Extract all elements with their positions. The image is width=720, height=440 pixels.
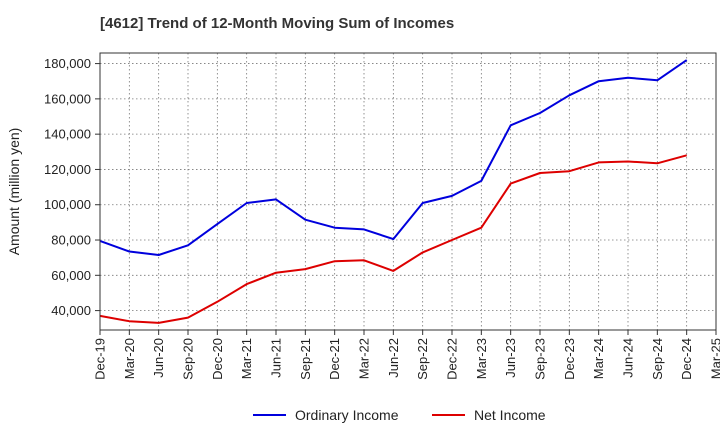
chart-title: [4612] Trend of 12-Month Moving Sum of I… (100, 15, 455, 32)
x-tick-label: Dec-19 (93, 338, 108, 380)
x-tick-label: Jun-23 (503, 338, 518, 378)
y-tick-label: 80,000 (51, 233, 91, 248)
y-tick-label: 180,000 (44, 56, 91, 71)
x-tick-label: Sep-24 (650, 338, 665, 380)
legend: Ordinary Income Net Income (253, 407, 546, 423)
series-line-net-income (99, 154, 687, 324)
x-tick-label: Sep-22 (415, 338, 430, 380)
x-tick-label: Mar-24 (591, 338, 606, 379)
series-layer (99, 59, 688, 324)
x-tick-label: Dec-21 (327, 338, 342, 380)
x-tick-label: Dec-23 (562, 338, 577, 380)
x-tick-label: Mar-20 (122, 338, 137, 379)
y-tick-label: 160,000 (44, 91, 91, 106)
x-tick-label: Jun-21 (269, 338, 284, 378)
legend-label: Ordinary Income (295, 407, 399, 423)
y-axis: 40,000 60,000 80,000 100,000 120,000 140,000 1… (44, 56, 100, 318)
y-axis-label: Amount (million yen) (6, 128, 22, 256)
grid (100, 53, 716, 330)
y-tick-label: 140,000 (44, 127, 91, 142)
y-tick-label: 60,000 (51, 268, 91, 283)
x-tick-label: Mar-25 (709, 338, 720, 379)
x-tick-label: Dec-24 (679, 338, 694, 380)
legend-label: Net Income (474, 407, 546, 423)
y-tick-label: 100,000 (44, 197, 91, 212)
x-tick-label: Sep-20 (181, 338, 196, 380)
x-axis: Dec-19 Mar-20 Jun-20 Sep-20 Dec-20 Mar-21 Jun-… (93, 330, 720, 380)
x-tick-label: Dec-22 (445, 338, 460, 380)
x-tick-label: Mar-21 (239, 338, 254, 379)
x-tick-label: Jun-22 (386, 338, 401, 378)
x-tick-label: Mar-22 (357, 338, 372, 379)
x-tick-label: Dec-20 (210, 338, 225, 380)
x-tick-label: Sep-23 (533, 338, 548, 380)
x-tick-label: Sep-21 (298, 338, 313, 380)
y-tick-label: 120,000 (44, 162, 91, 177)
x-tick-label: Jun-24 (621, 338, 636, 378)
plot-frame (99, 52, 717, 331)
series-line-ordinary-income (99, 59, 688, 256)
x-tick-label: Mar-23 (474, 338, 489, 379)
x-tick-label: Jun-20 (151, 338, 166, 378)
y-tick-label: 40,000 (51, 303, 91, 318)
